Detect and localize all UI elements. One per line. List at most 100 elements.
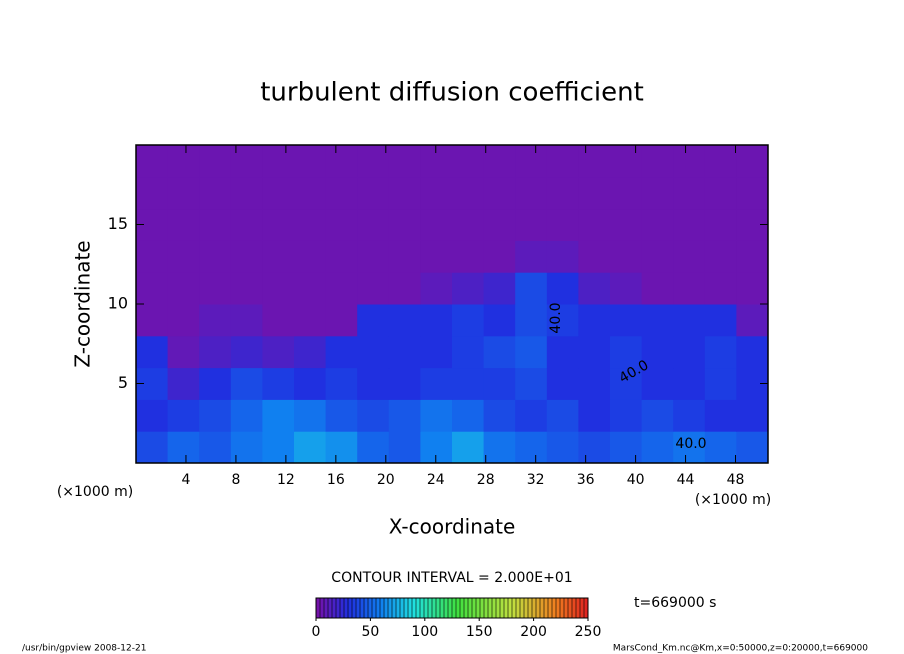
heatmap-cell	[578, 176, 611, 210]
x-axis-label: X-coordinate	[389, 515, 516, 539]
heatmap-cell	[546, 335, 579, 369]
heatmap-cell	[546, 240, 579, 273]
heatmap-cell	[136, 304, 169, 337]
heatmap-cell	[515, 145, 548, 178]
heatmap-cell	[546, 367, 579, 400]
heatmap-cell	[167, 431, 200, 464]
colorbar-tick-label: 150	[466, 624, 493, 640]
heatmap-cell	[420, 145, 453, 178]
heatmap-cell	[610, 431, 643, 464]
heatmap-cell	[420, 208, 453, 241]
heatmap-cell	[736, 240, 769, 273]
y-tick-label: 15	[108, 214, 128, 233]
heatmap-cell	[641, 304, 674, 337]
heatmap-cell	[325, 208, 358, 241]
heatmap-cell	[546, 431, 579, 464]
heatmap-cell	[199, 176, 232, 210]
y-tick-label: 10	[108, 294, 128, 313]
heatmap-cell	[483, 272, 516, 305]
heatmap-cell	[262, 176, 295, 210]
heatmap-cell	[736, 272, 769, 305]
heatmap-cell	[578, 431, 611, 464]
heatmap-cell	[420, 304, 453, 337]
heatmap-cell	[230, 335, 263, 369]
heatmap-cell	[294, 431, 327, 464]
heatmap-cell	[262, 367, 295, 400]
heatmap-cell	[452, 272, 485, 305]
heatmap-cell	[546, 145, 579, 178]
heatmap-cell	[673, 240, 706, 273]
heatmap-cell	[452, 399, 485, 432]
heatmap-cell	[610, 272, 643, 305]
heatmap-cell	[262, 208, 295, 241]
heatmap-cell	[515, 240, 548, 273]
x-tick-label: 44	[677, 472, 695, 488]
heatmap-cell	[262, 431, 295, 464]
heatmap-cell	[167, 145, 200, 178]
heatmap-cell	[388, 208, 421, 241]
heatmap-cell	[357, 431, 390, 464]
heatmap-cell	[736, 304, 769, 337]
heatmap-cell	[325, 431, 358, 464]
heatmap-cell	[483, 145, 516, 178]
heatmap-cell	[325, 335, 358, 369]
heatmap-cell	[262, 335, 295, 369]
heatmap-cell	[199, 431, 232, 464]
heatmap-cell	[388, 240, 421, 273]
heatmap-cell	[452, 240, 485, 273]
x-tick-label: 28	[477, 472, 495, 488]
x-tick-label: 32	[527, 472, 545, 488]
heatmap-cell	[515, 399, 548, 432]
heatmap-cell	[483, 240, 516, 273]
heatmap-cell	[704, 431, 737, 464]
heatmap-cell	[452, 176, 485, 210]
heatmap-cell	[230, 304, 263, 337]
x-tick-label: 40	[627, 472, 645, 488]
heatmap-cell	[167, 208, 200, 241]
heatmap-cell	[388, 399, 421, 432]
heatmap-cell	[357, 399, 390, 432]
heatmap-cell	[610, 399, 643, 432]
heatmap-cell	[167, 272, 200, 305]
heatmap-cell	[610, 145, 643, 178]
heatmap-cell	[388, 272, 421, 305]
heatmap-cell	[452, 304, 485, 337]
heatmap-cell	[167, 304, 200, 337]
colorbar-tick-label: 200	[520, 624, 547, 640]
heatmap-cell	[704, 399, 737, 432]
heatmap-cell	[736, 431, 769, 464]
heatmap-cell	[199, 145, 232, 178]
heatmap-cell	[610, 176, 643, 210]
x-tick-label: 4	[181, 472, 190, 488]
heatmap-cell	[420, 335, 453, 369]
heatmap-cell	[483, 335, 516, 369]
heatmap-cell	[673, 176, 706, 210]
heatmap-cell	[230, 272, 263, 305]
heatmap-cell	[325, 176, 358, 210]
heatmap-cell	[294, 367, 327, 400]
heatmap-cell	[641, 176, 674, 210]
heatmap-cell	[483, 399, 516, 432]
heatmap-cell	[641, 399, 674, 432]
heatmap-cell	[167, 240, 200, 273]
heatmap-cell	[357, 240, 390, 273]
heatmap-cell	[673, 335, 706, 369]
heatmap-cell	[357, 367, 390, 400]
heatmap-cell	[325, 367, 358, 400]
heatmap-cell	[325, 145, 358, 178]
heatmap-cell	[325, 399, 358, 432]
heatmap-cell	[452, 367, 485, 400]
heatmap-cell	[483, 176, 516, 210]
heatmap-cell	[230, 176, 263, 210]
heatmap-cell	[515, 272, 548, 305]
heatmap-cell	[388, 335, 421, 369]
heatmap-cell	[420, 399, 453, 432]
heatmap-cell	[736, 335, 769, 369]
footer-left: /usr/bin/gpview 2008-12-21	[22, 644, 146, 654]
heatmap-cell	[673, 304, 706, 337]
heatmap-cell	[483, 304, 516, 337]
heatmap-cell	[704, 304, 737, 337]
heatmap-cell	[388, 304, 421, 337]
x-tick-label: 48	[727, 472, 745, 488]
heatmap-cell	[357, 304, 390, 337]
